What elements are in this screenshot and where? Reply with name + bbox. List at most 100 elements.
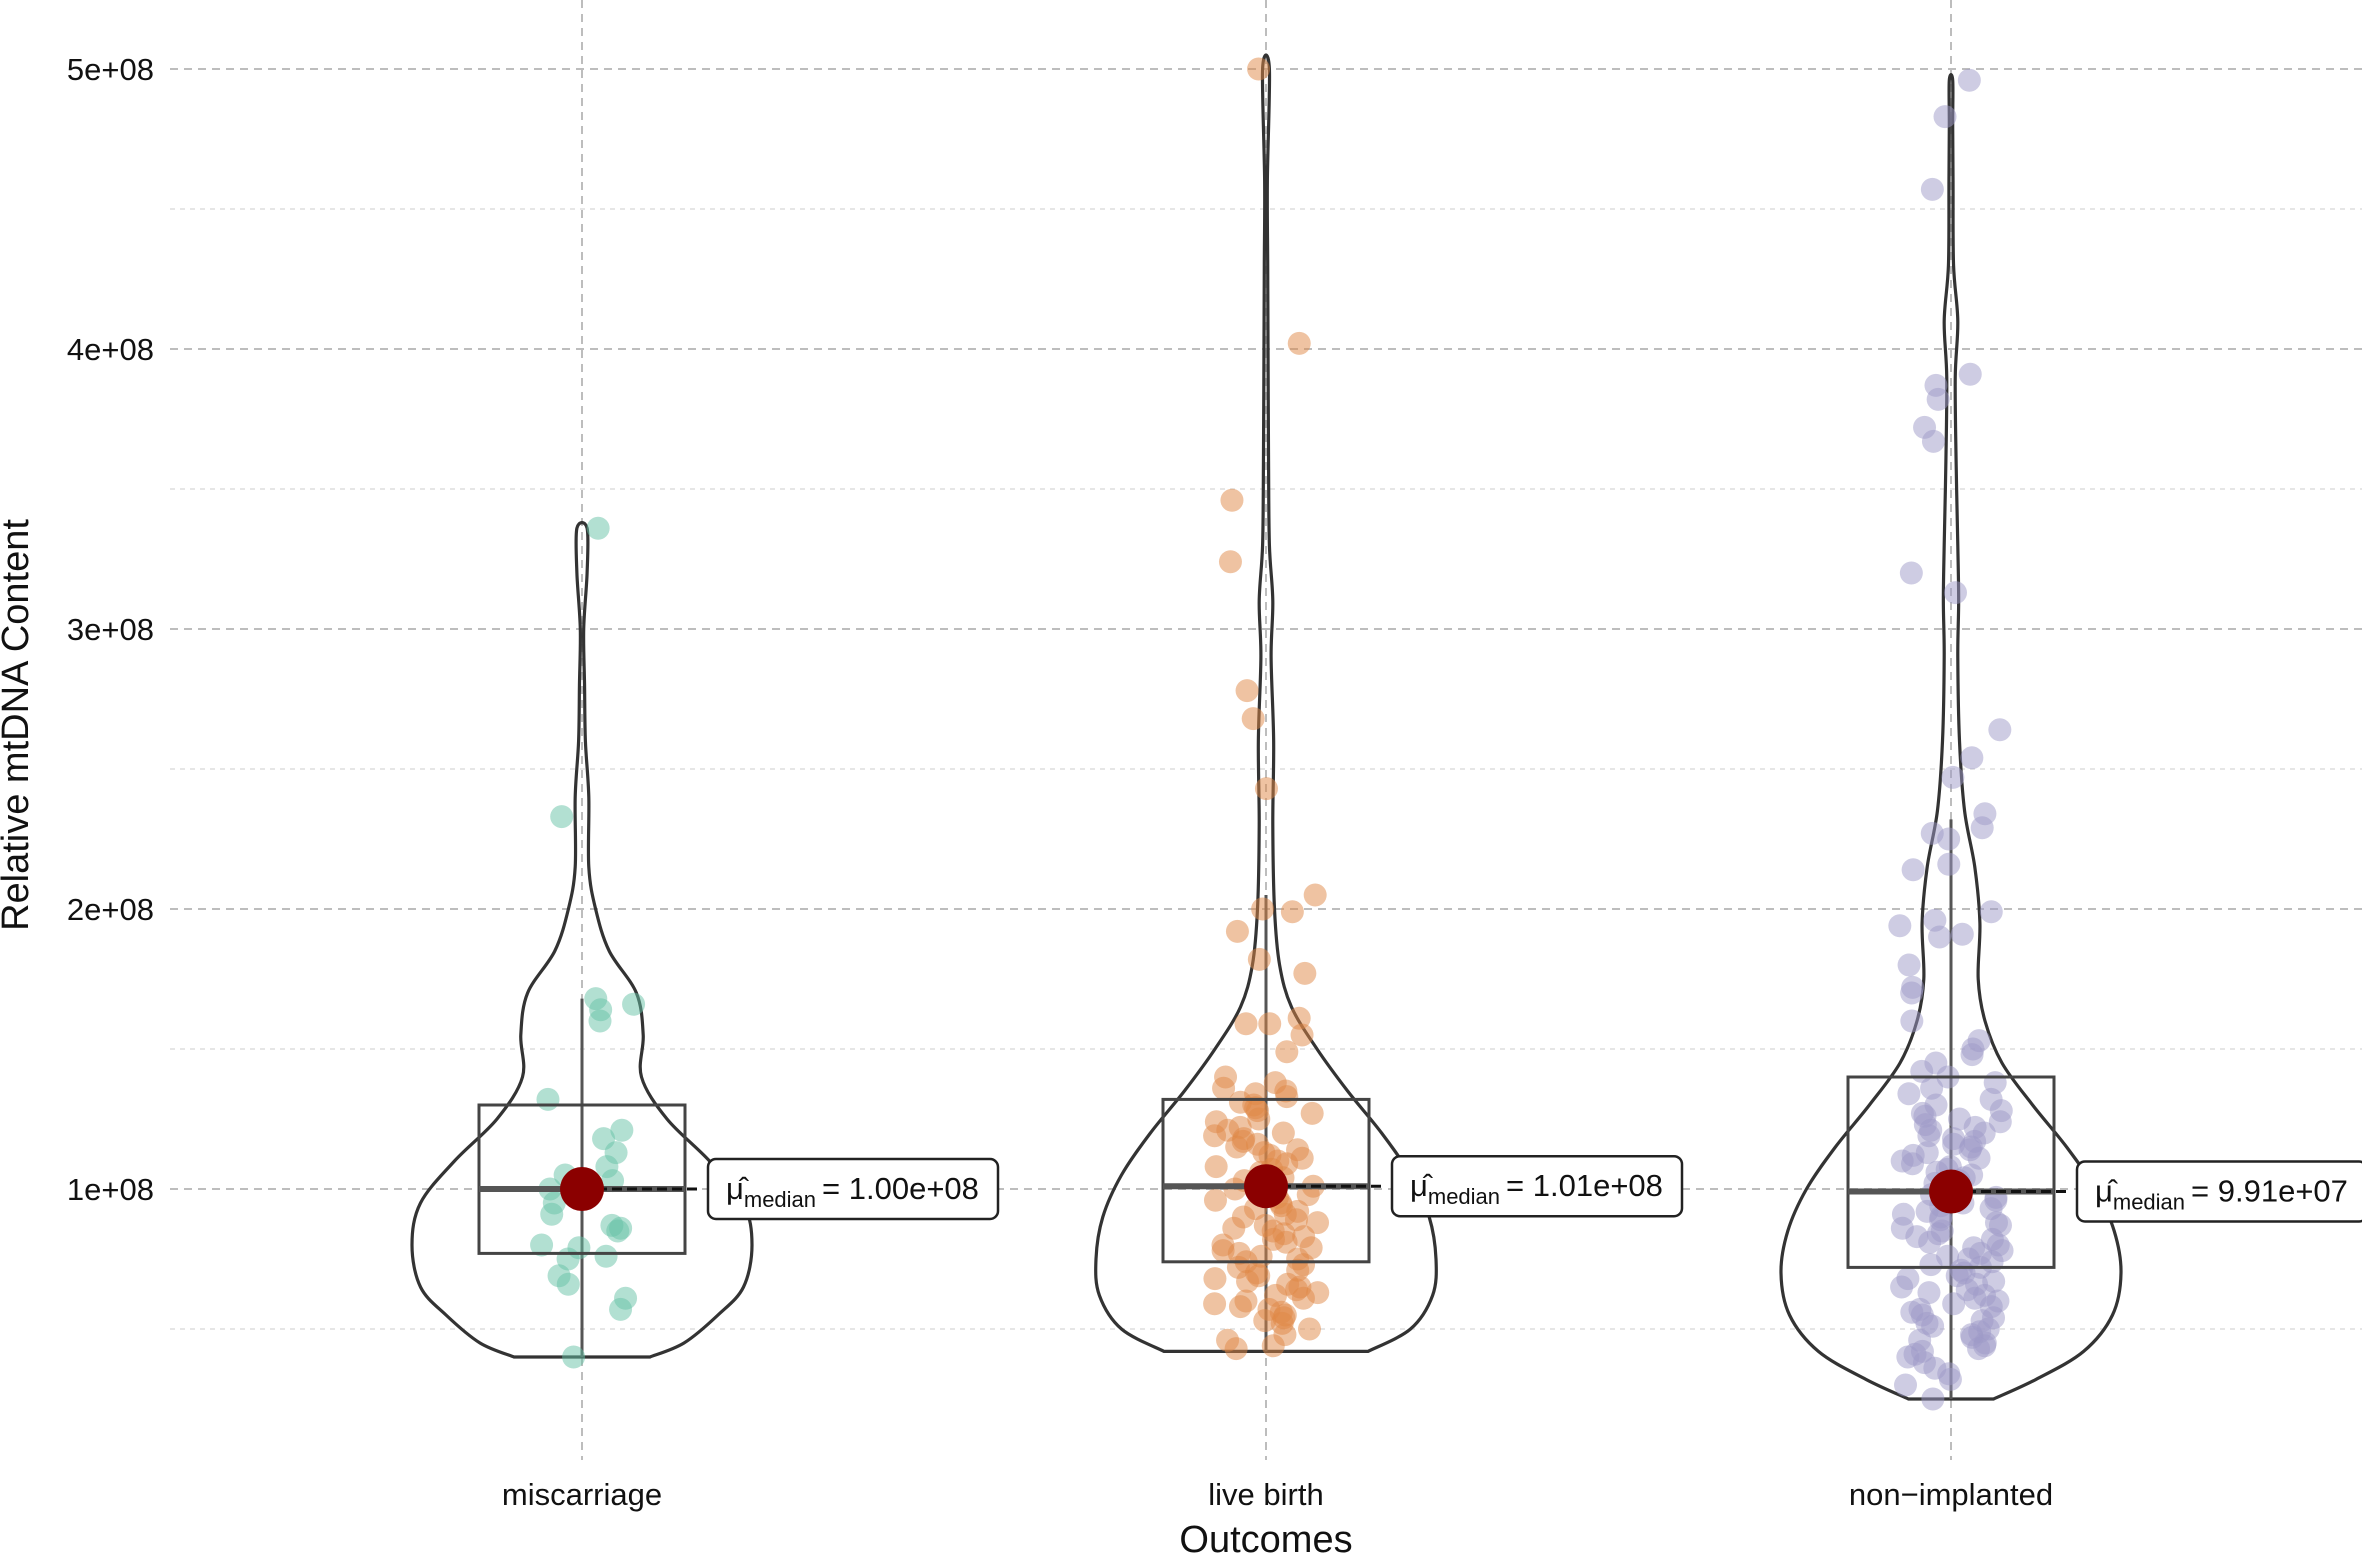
data-point	[1247, 57, 1271, 81]
data-point	[1225, 1135, 1249, 1159]
x-axis: miscarriage live birth non−implanted	[502, 1477, 2053, 1512]
data-point	[1234, 1012, 1258, 1036]
violin-outline	[1094, 53, 1438, 1353]
data-point	[1275, 1040, 1299, 1064]
median-marker	[560, 1167, 604, 1211]
data-point	[1917, 1281, 1941, 1305]
median-annotation-box	[2075, 1160, 2362, 1223]
data-point	[606, 1219, 630, 1243]
data-point	[1290, 1023, 1314, 1047]
data-point	[594, 1244, 618, 1268]
data-point	[1937, 827, 1961, 851]
data-point	[536, 1087, 560, 1111]
data-point	[1254, 777, 1278, 801]
data-point	[1203, 1267, 1227, 1291]
data-point	[1901, 858, 1925, 882]
data-point	[1943, 581, 1967, 605]
data-point	[1950, 922, 1974, 946]
data-point	[1988, 718, 2012, 742]
data-point	[1921, 429, 1945, 453]
data-point	[1899, 561, 1923, 585]
y-tick-label: 3e+08	[67, 612, 154, 647]
data-point	[1300, 1101, 1324, 1125]
data-point	[1921, 1387, 1945, 1411]
data-point	[1918, 1230, 1942, 1254]
x-tick-label: miscarriage	[502, 1477, 662, 1512]
data-point	[1203, 1292, 1227, 1316]
data-point	[1937, 852, 1961, 876]
data-point	[1933, 105, 1957, 129]
data-point	[1919, 1253, 1943, 1277]
data-point	[1235, 679, 1259, 703]
data-point	[1293, 961, 1317, 985]
data-point	[1938, 1367, 1962, 1391]
data-point	[588, 1009, 612, 1033]
x-axis-title: Outcomes	[1179, 1519, 1352, 1558]
data-point	[586, 516, 610, 540]
data-point	[1275, 1085, 1299, 1109]
y-tick-label: 5e+08	[67, 52, 154, 87]
median-annotation-box	[706, 1157, 1000, 1221]
data-point	[556, 1272, 580, 1296]
data-point	[1224, 1337, 1248, 1361]
data-point	[1960, 1043, 1984, 1067]
data-point	[1212, 1076, 1236, 1100]
data-point	[1222, 1216, 1246, 1240]
data-point	[1280, 900, 1304, 924]
data-point	[1241, 707, 1265, 731]
data-point	[1979, 900, 2003, 924]
group-non-implanted: μ̂median = 9.91e+07	[1779, 68, 2362, 1411]
group-miscarriage: μ̂median = 1.00e+08	[410, 516, 1000, 1369]
data-point	[1960, 746, 1984, 770]
box-iqr	[1161, 1097, 1371, 1264]
data-point	[1251, 897, 1275, 921]
data-point	[1203, 1188, 1227, 1212]
data-point	[1274, 1230, 1298, 1254]
data-point	[1970, 816, 1994, 840]
data-point	[622, 992, 646, 1016]
y-tick-label: 4e+08	[67, 332, 154, 367]
data-point	[1900, 1009, 1924, 1033]
data-point	[1928, 925, 1952, 949]
data-point	[1228, 1295, 1252, 1319]
data-point	[1261, 1334, 1285, 1358]
data-point	[1988, 1110, 2012, 1134]
median-marker	[1244, 1164, 1288, 1209]
data-point	[540, 1202, 564, 1226]
data-point	[1957, 68, 1981, 92]
y-axis-title: Relative mtDNA Content	[0, 519, 37, 931]
violin-groups: μ̂median = 1.00e+08 μ̂median = 1.01e+08 μ̂me…	[410, 53, 2362, 1411]
data-point	[530, 1233, 554, 1257]
data-point	[1897, 953, 1921, 977]
data-point	[1888, 914, 1912, 938]
median-marker	[1929, 1169, 1973, 1214]
data-point	[609, 1297, 633, 1321]
data-point	[1287, 331, 1311, 355]
data-point	[610, 1118, 634, 1142]
data-point	[1306, 1211, 1330, 1235]
data-point	[1890, 1275, 1914, 1299]
data-point	[1926, 387, 1950, 411]
data-point	[1297, 1317, 1321, 1341]
data-point	[1220, 488, 1244, 512]
data-point	[1894, 1373, 1918, 1397]
data-point	[1247, 1107, 1271, 1131]
data-point	[1967, 1337, 1991, 1361]
data-point	[1291, 1286, 1315, 1310]
data-point	[1900, 981, 1924, 1005]
data-point	[1941, 765, 1965, 789]
data-point	[1897, 1082, 1921, 1106]
data-point	[1942, 1292, 1966, 1316]
box-iqr	[1846, 1075, 2056, 1269]
data-point	[1917, 1124, 1941, 1148]
data-point	[1303, 883, 1327, 907]
data-point	[1900, 1152, 1924, 1176]
data-point	[1258, 1012, 1282, 1036]
data-point	[1253, 1309, 1277, 1333]
median-annotation-box	[1390, 1154, 1684, 1218]
data-point	[562, 1345, 586, 1369]
y-tick-label: 1e+08	[67, 1172, 154, 1207]
y-tick-label: 2e+08	[67, 892, 154, 927]
data-point	[1271, 1121, 1295, 1145]
